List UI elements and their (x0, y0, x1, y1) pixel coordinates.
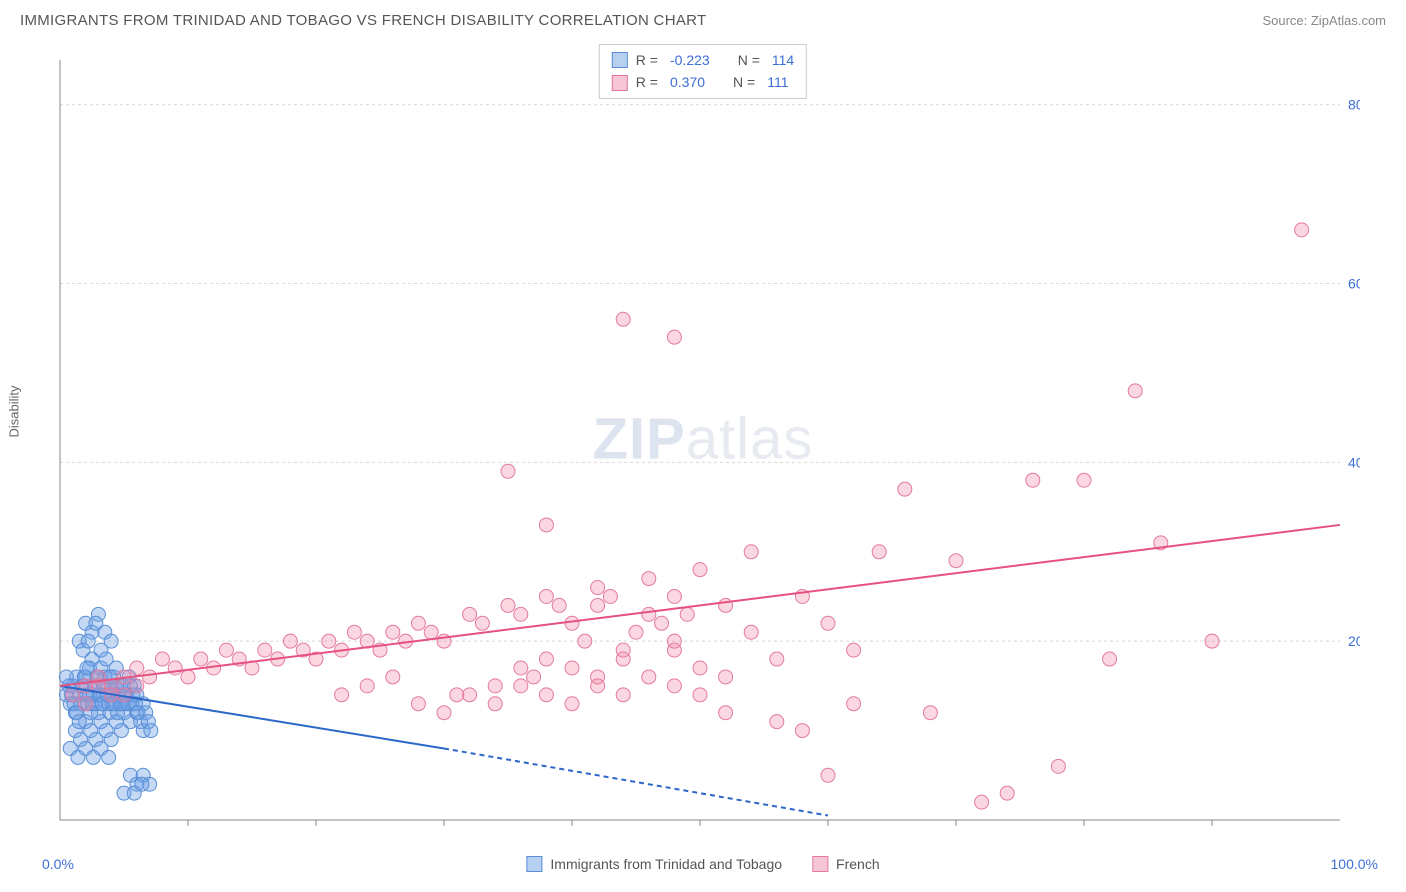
chart-source: Source: ZipAtlas.com (1262, 13, 1386, 28)
svg-text:20.0%: 20.0% (1348, 633, 1360, 649)
legend-row-1: R = -0.223 N = 114 (612, 49, 794, 71)
chart-area: Disability 20.0%40.0%60.0%80.0% ZIPatlas (20, 40, 1386, 872)
svg-text:60.0%: 60.0% (1348, 276, 1360, 292)
svg-text:80.0%: 80.0% (1348, 97, 1360, 113)
legend-swatch (812, 856, 828, 872)
chart-header: IMMIGRANTS FROM TRINIDAD AND TOBAGO VS F… (0, 0, 1406, 37)
legend-item-2: French (812, 856, 880, 872)
legend-swatch (612, 75, 628, 91)
series-legend: Immigrants from Trinidad and Tobago Fren… (526, 856, 879, 872)
legend-swatch (612, 52, 628, 68)
chart-title: IMMIGRANTS FROM TRINIDAD AND TOBAGO VS F… (20, 12, 706, 29)
scatter-chart: 20.0% 40.0% 60.0% 80.0% (20, 40, 1360, 850)
legend-item-1: Immigrants from Trinidad and Tobago (526, 856, 782, 872)
x-axis-min-label: 0.0% (42, 856, 74, 872)
correlation-legend: R = -0.223 N = 114 R = 0.370 N = 111 (599, 44, 807, 99)
y-axis-label: Disability (7, 385, 22, 437)
legend-swatch (526, 856, 542, 872)
x-axis-max-label: 100.0% (1331, 856, 1378, 872)
legend-row-2: R = 0.370 N = 111 (612, 71, 794, 93)
svg-text:40.0%: 40.0% (1348, 454, 1360, 470)
